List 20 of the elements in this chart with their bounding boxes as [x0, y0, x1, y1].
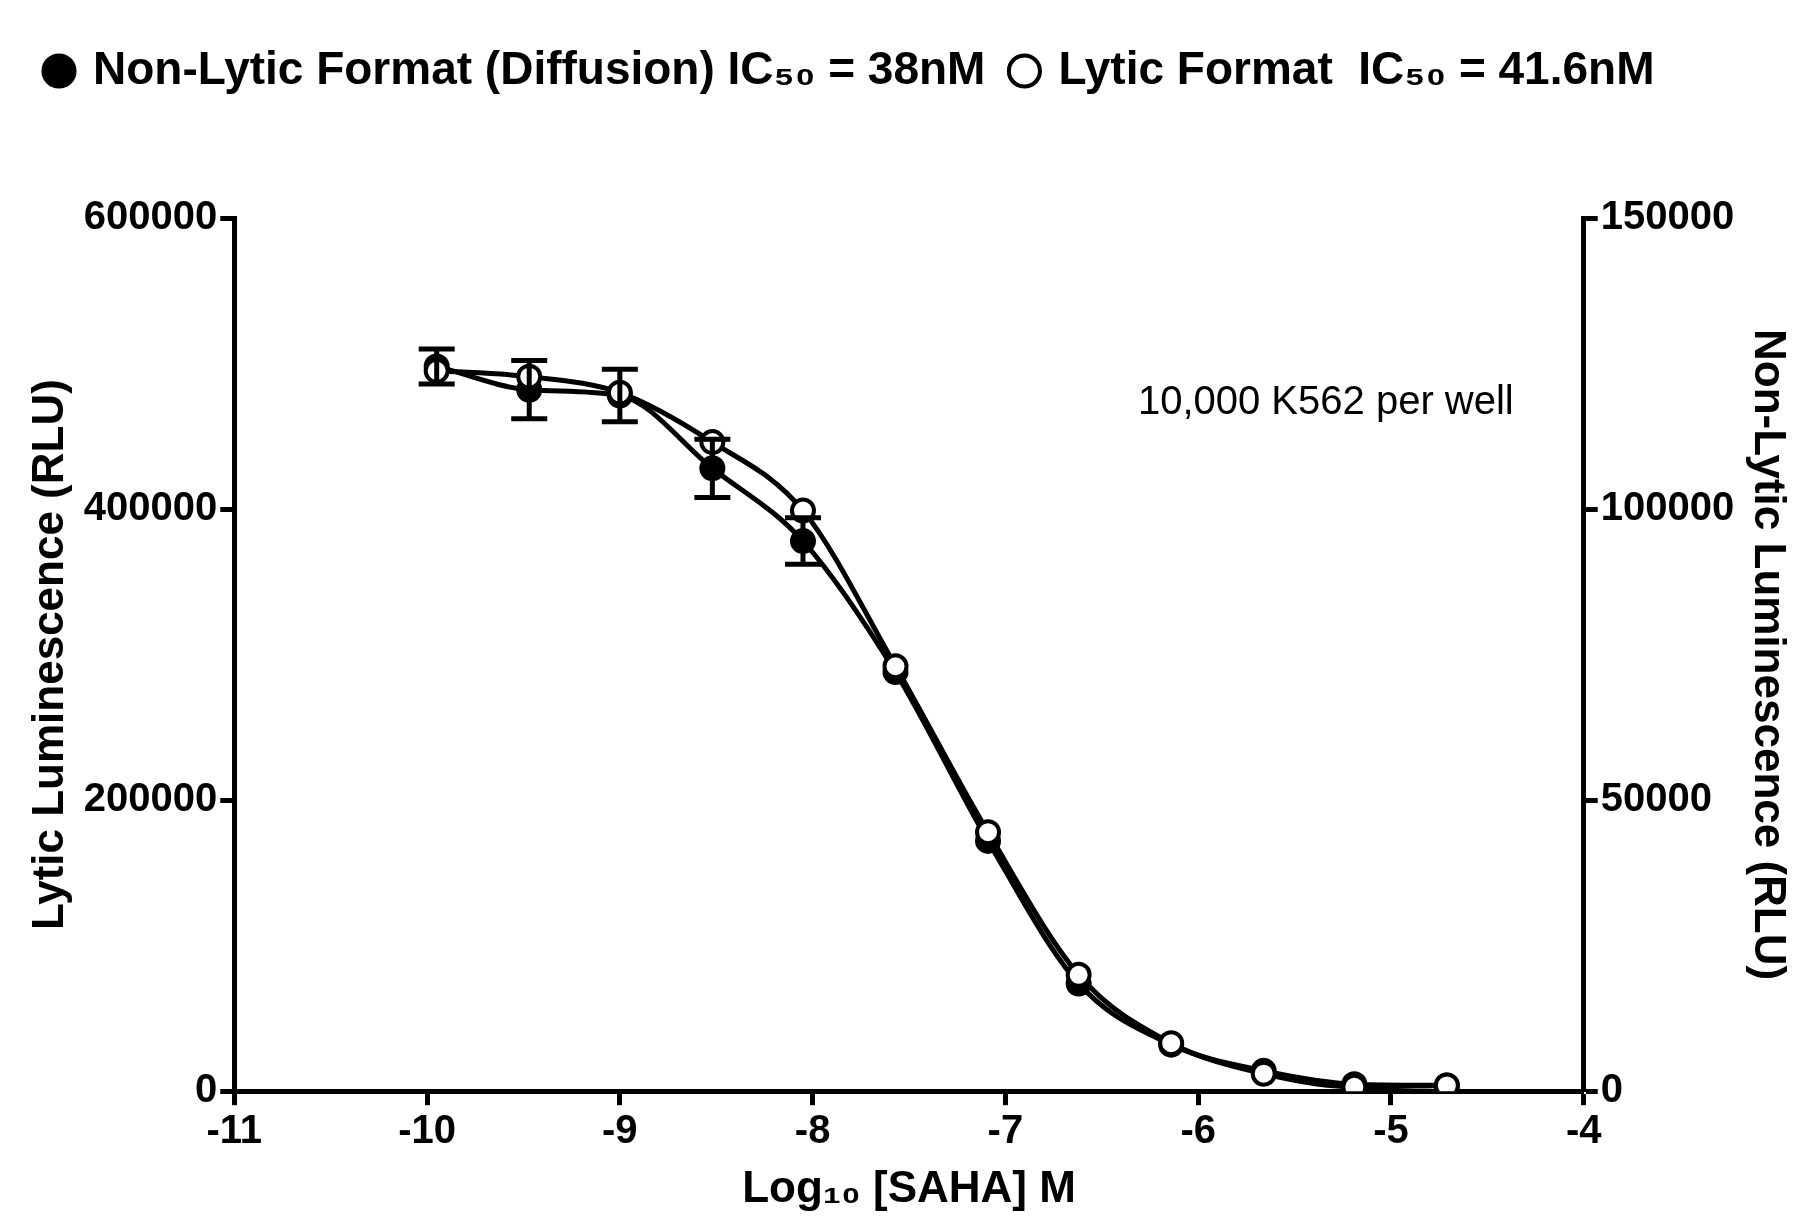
- y2-axis-title: Non-Lytic Luminescence (RLU): [1746, 329, 1796, 981]
- x-tick-label: -5: [1373, 1107, 1409, 1152]
- y-axis-title: Lytic Luminescence (RLU): [22, 379, 72, 931]
- y2-tick-label: 0: [1600, 1066, 1623, 1111]
- x-tick-label: -6: [1180, 1107, 1216, 1152]
- annotation: 10,000 K562 per well: [1137, 378, 1514, 423]
- x-tick-label: -9: [602, 1107, 638, 1152]
- y2-tick-label: 150000: [1600, 193, 1735, 238]
- x-tick-label: -4: [1565, 1107, 1603, 1152]
- y-tick-label: 400000: [83, 484, 218, 529]
- y2-tick-label: 50000: [1600, 775, 1712, 820]
- legend-label: Non-Lytic Format (Diffusion) IC₅₀ = 38nM: [93, 41, 986, 94]
- legend-label: Lytic Format IC₅₀ = 41.6nM: [1058, 41, 1655, 94]
- x-tick-label: -7: [987, 1107, 1024, 1152]
- x-tick-label: -10: [398, 1107, 456, 1152]
- x-axis-title: Log₁₀ [SAHA] M: [742, 1161, 1076, 1211]
- y-tick-label: 200000: [83, 775, 218, 820]
- y-tick-label: 600000: [83, 193, 218, 238]
- y2-tick-label: 100000: [1600, 484, 1735, 529]
- x-tick-label: -8: [794, 1107, 831, 1152]
